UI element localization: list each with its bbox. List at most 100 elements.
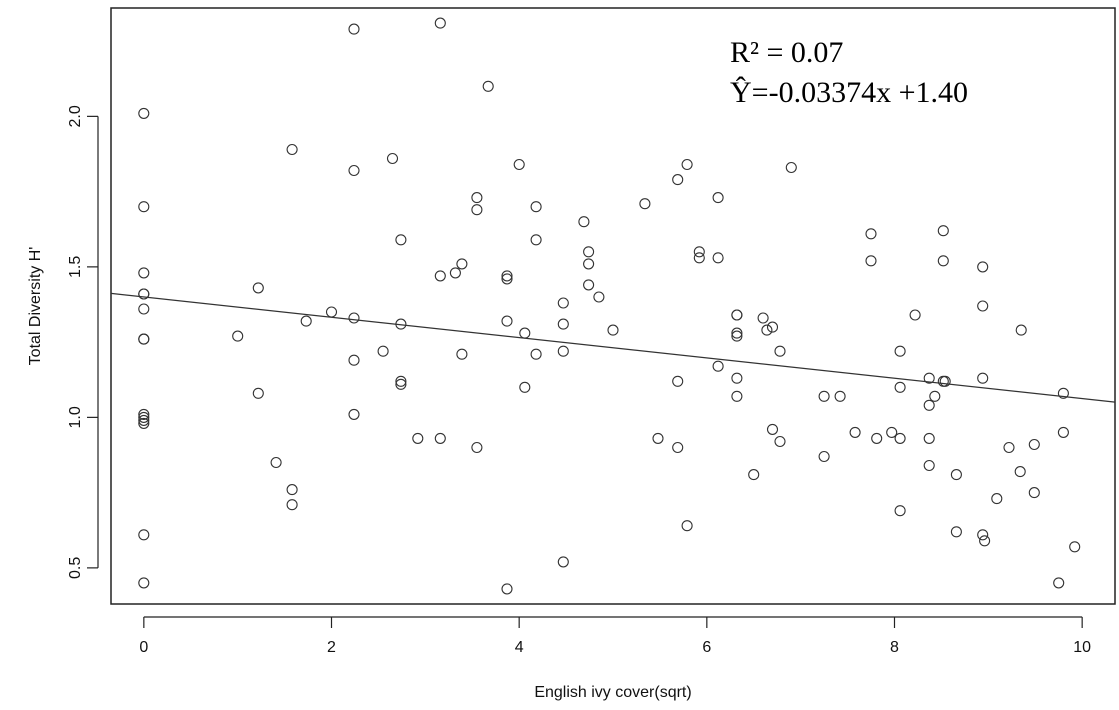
- data-point: [412, 432, 424, 444]
- data-point: [138, 411, 150, 423]
- x-tick-label: 4: [515, 639, 524, 656]
- data-point: [886, 426, 898, 438]
- data-point: [1003, 441, 1015, 454]
- data-point: [672, 174, 684, 186]
- data-point: [923, 372, 935, 384]
- data-point: [348, 354, 360, 366]
- data-point: [471, 204, 483, 216]
- y-tick-label: 1.0: [67, 406, 84, 428]
- data-point: [395, 375, 407, 387]
- data-point: [501, 583, 513, 595]
- data-point: [1057, 426, 1069, 438]
- data-point: [712, 252, 724, 264]
- data-point: [894, 432, 906, 444]
- data-point: [731, 390, 743, 402]
- data-point: [456, 348, 468, 360]
- data-point: [731, 327, 743, 339]
- data-point: [593, 291, 605, 303]
- data-point: [300, 315, 312, 327]
- data-point: [748, 469, 760, 481]
- data-point: [774, 435, 786, 448]
- data-point: [937, 225, 949, 237]
- y-axis-title: Total Diversity H': [27, 247, 44, 366]
- data-point: [681, 520, 693, 532]
- data-point: [530, 201, 542, 213]
- data-point: [286, 143, 298, 156]
- data-point: [977, 300, 989, 312]
- data-point: [377, 345, 389, 357]
- data-point: [757, 312, 769, 324]
- r-squared-annotation: R² = 0.07: [730, 36, 843, 69]
- data-point: [395, 234, 407, 246]
- plot-frame: [110, 7, 1116, 605]
- data-point: [583, 279, 595, 291]
- data-point: [834, 390, 846, 402]
- x-axis-title: English ivy cover(sqrt): [534, 684, 691, 701]
- data-point: [482, 80, 494, 92]
- data-point: [977, 261, 989, 273]
- data-point: [909, 309, 921, 321]
- y-tick-label: 0.5: [67, 557, 84, 579]
- data-point: [434, 432, 446, 444]
- data-point: [1053, 577, 1065, 589]
- data-point: [652, 432, 664, 444]
- data-point: [138, 267, 150, 279]
- data-point: [871, 432, 883, 444]
- regression-line: [110, 292, 1116, 403]
- data-point: [348, 23, 360, 35]
- data-point: [270, 456, 282, 469]
- data-point: [672, 441, 684, 454]
- data-point: [456, 258, 468, 270]
- data-point: [138, 201, 150, 213]
- data-point: [519, 327, 531, 339]
- x-tick-label: 8: [890, 639, 899, 656]
- data-point: [348, 164, 360, 177]
- data-point: [434, 17, 446, 29]
- data-point: [712, 192, 724, 204]
- data-point: [681, 158, 693, 171]
- regression-equation-annotation: Ŷ=-0.03374x +1.40: [730, 76, 968, 109]
- data-point: [923, 459, 935, 472]
- x-tick-label: 10: [1073, 639, 1091, 656]
- data-point: [138, 529, 150, 541]
- data-point: [1028, 438, 1040, 451]
- data-point: [395, 378, 407, 390]
- data-point: [818, 450, 830, 463]
- x-tick-label: 0: [139, 639, 148, 656]
- data-point: [325, 306, 338, 318]
- data-point: [894, 345, 906, 357]
- data-point: [501, 273, 513, 285]
- data-point: [1057, 387, 1069, 399]
- data-point: [929, 390, 941, 402]
- data-point: [865, 255, 877, 267]
- data-point: [977, 372, 989, 384]
- regression-line-group: [110, 292, 1116, 403]
- data-point: [530, 348, 542, 360]
- x-tick-label: 2: [327, 639, 336, 656]
- data-point: [785, 161, 797, 174]
- data-point: [1015, 324, 1027, 336]
- data-points: [138, 17, 1081, 595]
- data-point: [731, 309, 743, 321]
- data-point: [693, 252, 705, 264]
- data-point: [557, 345, 569, 357]
- data-point: [761, 324, 773, 336]
- data-point: [471, 192, 483, 204]
- data-point: [530, 234, 542, 246]
- data-point: [449, 267, 461, 279]
- data-point: [138, 577, 150, 589]
- data-point: [348, 408, 360, 420]
- y-tick-label: 2.0: [67, 105, 84, 127]
- data-point: [583, 258, 595, 270]
- data-point: [513, 158, 525, 171]
- data-point: [138, 107, 150, 119]
- data-point: [865, 228, 877, 240]
- data-point: [583, 246, 595, 258]
- data-point: [774, 345, 786, 357]
- data-point: [939, 375, 951, 387]
- data-point: [818, 390, 830, 402]
- data-point: [672, 375, 684, 387]
- data-point: [731, 330, 743, 342]
- data-point: [1028, 487, 1040, 499]
